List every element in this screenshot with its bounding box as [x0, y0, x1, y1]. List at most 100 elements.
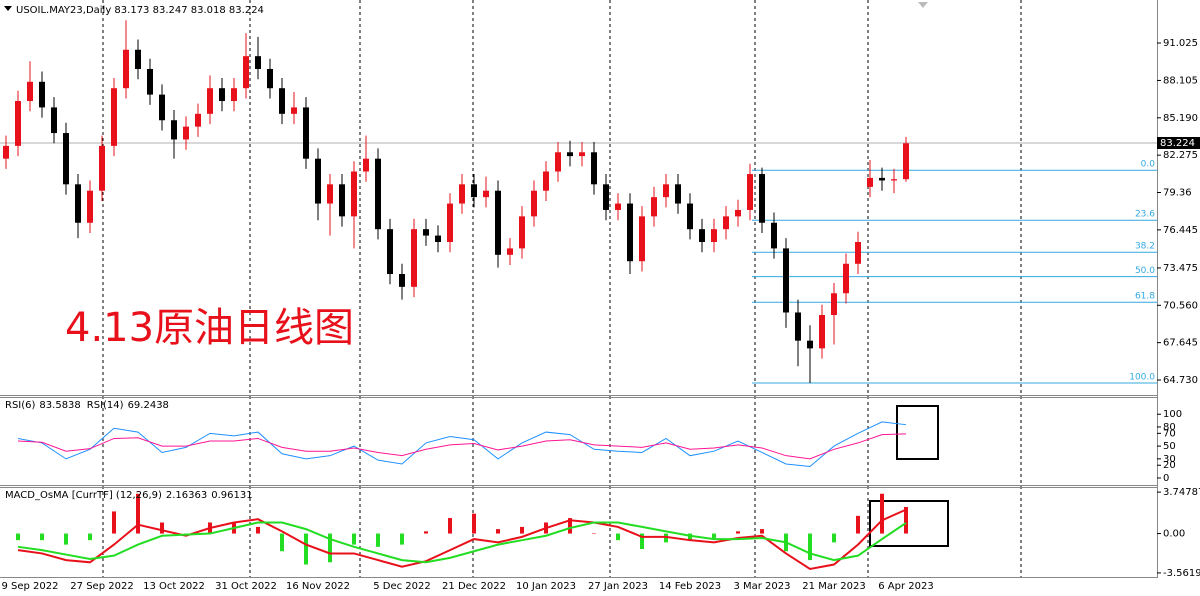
- y-tick-label: 73.475: [1163, 263, 1198, 274]
- histogram-bar: [520, 526, 524, 534]
- candle-body: [447, 203, 453, 242]
- candle-body: [711, 229, 717, 242]
- indicator-header: MACD_OsMA [CurrTF] (12,26,9) 2.16363 0.961…: [5, 490, 253, 501]
- histogram-bar: [400, 533, 404, 545]
- candle-body: [603, 184, 609, 210]
- candle-body: [519, 216, 525, 249]
- series-value: 0.96131: [211, 490, 252, 501]
- y-tick-label: 0: [1163, 473, 1169, 484]
- histogram-bar: [112, 511, 116, 534]
- candle-body: [159, 94, 165, 121]
- y-tick-label: 0.00: [1163, 529, 1185, 540]
- candle-body: [123, 49, 129, 89]
- y-tick-label: 80: [1163, 422, 1176, 433]
- candle-body: [15, 101, 21, 146]
- candle-body: [639, 216, 645, 262]
- candle-body: [903, 143, 909, 180]
- y-tick-label: 30: [1163, 454, 1176, 465]
- x-tick-label: 9 Sep 2022: [1, 581, 58, 592]
- y-tick-label: 70: [1163, 428, 1176, 439]
- candle-body: [231, 88, 237, 102]
- y-tick-label: 79.36: [1163, 188, 1192, 199]
- candle-body: [87, 190, 93, 223]
- candle-body: [879, 177, 885, 181]
- candle-body: [891, 179, 897, 181]
- candle-body: [375, 158, 381, 230]
- candle-body: [627, 203, 633, 262]
- x-tick-label: 10 Jan 2023: [516, 581, 576, 592]
- candle-body: [279, 88, 285, 114]
- y-tick-label: 100: [1163, 409, 1182, 420]
- candle-body: [243, 56, 249, 89]
- histogram-bar: [880, 493, 884, 534]
- histogram-bar: [472, 513, 476, 534]
- indicator-line: [17, 508, 907, 570]
- candle-body: [699, 229, 705, 242]
- histogram-bar: [328, 533, 332, 563]
- y-tick-label: 67.645: [1163, 338, 1198, 349]
- candle-body: [195, 113, 201, 127]
- histogram-bar: [376, 533, 380, 547]
- histogram-bar: [904, 507, 908, 534]
- y-tick-label: 20: [1163, 460, 1176, 471]
- y-tick-label: 50: [1163, 441, 1176, 452]
- y-tick-label: 85.190: [1163, 113, 1198, 124]
- y-tick-label: 82.275: [1163, 150, 1198, 161]
- y-tick-label: 76.445: [1163, 225, 1198, 236]
- candle-body: [75, 184, 81, 223]
- candle-body: [339, 184, 345, 217]
- candle-body: [171, 120, 177, 140]
- series-value: 2.16363: [166, 490, 207, 501]
- y-tick-label: 70.560: [1163, 300, 1198, 311]
- candle-body: [543, 171, 549, 191]
- y-tick-label: 64.730: [1163, 375, 1198, 386]
- candle-body: [591, 152, 597, 185]
- series-name: RSI(14): [87, 400, 124, 411]
- candle-body: [783, 248, 789, 313]
- histogram-bar: [448, 518, 452, 534]
- candle-body: [363, 158, 369, 172]
- histogram-bar: [280, 533, 284, 552]
- histogram-bar: [160, 522, 164, 534]
- annotation: 4.13原油日线图: [65, 305, 354, 351]
- fib-label: 0.0: [1141, 160, 1156, 170]
- candle-body: [207, 88, 213, 114]
- histogram-bar: [64, 533, 68, 545]
- shift-marker: [918, 2, 928, 8]
- candle-body: [27, 81, 33, 102]
- candle-body: [867, 177, 873, 187]
- x-tick-label: 6 Apr 2023: [878, 581, 933, 592]
- candle-body: [51, 107, 57, 134]
- y-tick-label: 3.74787: [1163, 487, 1200, 498]
- indicator-line: [17, 433, 907, 460]
- histogram-bar: [664, 533, 668, 543]
- candle-body: [579, 152, 585, 157]
- candle-body: [315, 158, 321, 204]
- x-tick-label: 27 Sep 2022: [70, 581, 133, 592]
- fib-label: 100.0: [1129, 372, 1155, 382]
- x-tick-label: 31 Oct 2022: [215, 581, 277, 592]
- candle-body: [495, 190, 501, 255]
- candle-body: [135, 49, 141, 69]
- indicator-line: [17, 521, 907, 564]
- period-separators: [102, 0, 1022, 578]
- histogram-bar: [592, 533, 596, 535]
- candle-body: [411, 229, 417, 287]
- y-tick-label: 91.025: [1163, 38, 1198, 49]
- candle-body: [483, 190, 489, 198]
- highlight-box: [896, 405, 939, 460]
- menu-arrow[interactable]: [4, 6, 12, 11]
- candle-body: [99, 145, 105, 191]
- x-tick-label: 14 Feb 2023: [659, 581, 721, 592]
- candle-body: [663, 184, 669, 198]
- x-tick-label: 3 Mar 2023: [733, 581, 790, 592]
- candle-body: [531, 190, 537, 217]
- candle-body: [423, 229, 429, 236]
- candle-body: [255, 56, 261, 69]
- candle-body: [855, 241, 861, 264]
- candle-body: [807, 340, 813, 349]
- histogram-bar: [256, 526, 260, 534]
- x-tick-label: 21 Mar 2023: [802, 581, 865, 592]
